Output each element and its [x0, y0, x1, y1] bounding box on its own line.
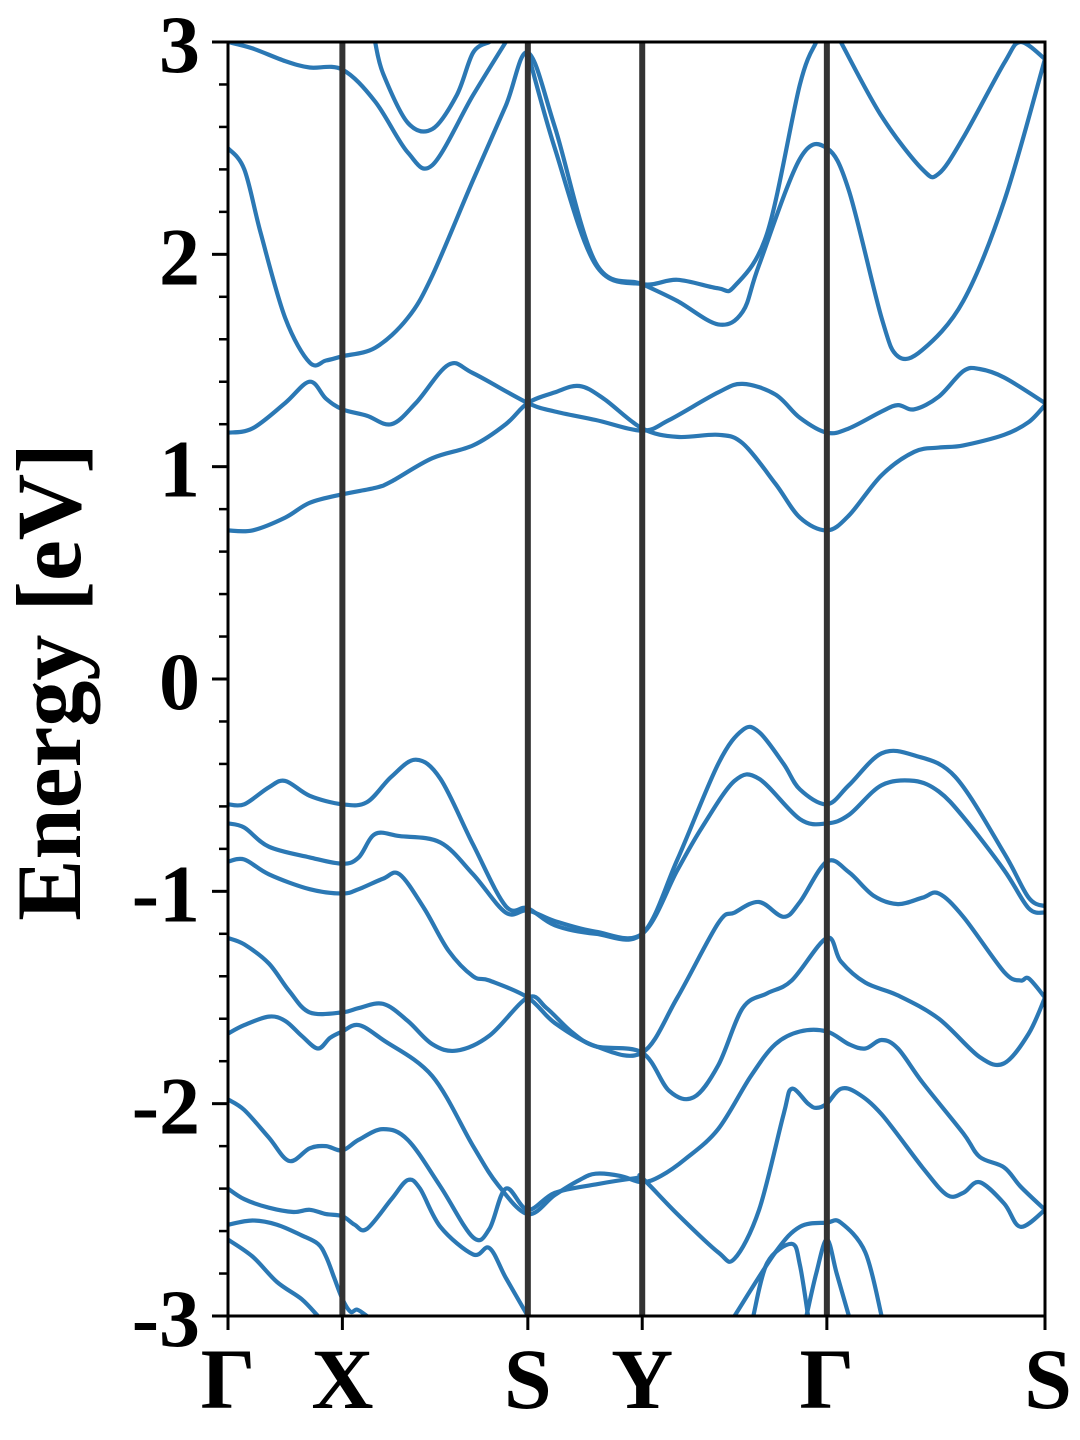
band-line-9 — [228, 724, 1045, 942]
x-tick-label-1: Γ — [201, 1331, 256, 1427]
band-line-3 — [228, 1177, 530, 1316]
band-line-18 — [751, 1241, 811, 1316]
band-line-13 — [228, 42, 508, 171]
band-line-4 — [228, 1086, 1045, 1264]
y-tick-label: -1 — [132, 848, 200, 939]
band-line-2 — [228, 1218, 369, 1316]
plot-frame — [226, 40, 1047, 1318]
y-tick-label: -3 — [132, 1273, 200, 1364]
band-line-7 — [228, 856, 1045, 1058]
y-axis-tick-labels: -3 -2 -1 0 1 2 3 — [132, 0, 200, 1364]
band-line-15 — [525, 42, 819, 294]
x-tick-label-2: X — [311, 1331, 373, 1427]
band-line-8 — [228, 772, 1045, 941]
band-line-6 — [228, 935, 1045, 1102]
y-tick-label: 0 — [159, 636, 200, 727]
y-tick-label: 3 — [159, 0, 200, 90]
y-tick-label: 2 — [159, 211, 200, 302]
y-tick-label: 1 — [159, 424, 200, 515]
x-tick-label-5: Γ — [800, 1331, 855, 1427]
band-line-16 — [838, 42, 1045, 180]
kpoint-dividers — [339, 42, 830, 1316]
band-line-14 — [373, 42, 492, 134]
x-tick-label-4: Y — [611, 1331, 673, 1427]
band-line-12 — [228, 50, 1045, 368]
y-tick-label: -2 — [132, 1061, 200, 1152]
y-axis-ticks — [212, 40, 1047, 1330]
band-line-5 — [228, 1014, 1045, 1217]
band-line-1 — [228, 1237, 320, 1316]
bands-layer — [228, 42, 1045, 1316]
x-tick-label-6: S — [1024, 1331, 1072, 1427]
x-tick-label-3: S — [504, 1331, 552, 1427]
y-axis-label: Energy [eV] — [0, 443, 100, 921]
